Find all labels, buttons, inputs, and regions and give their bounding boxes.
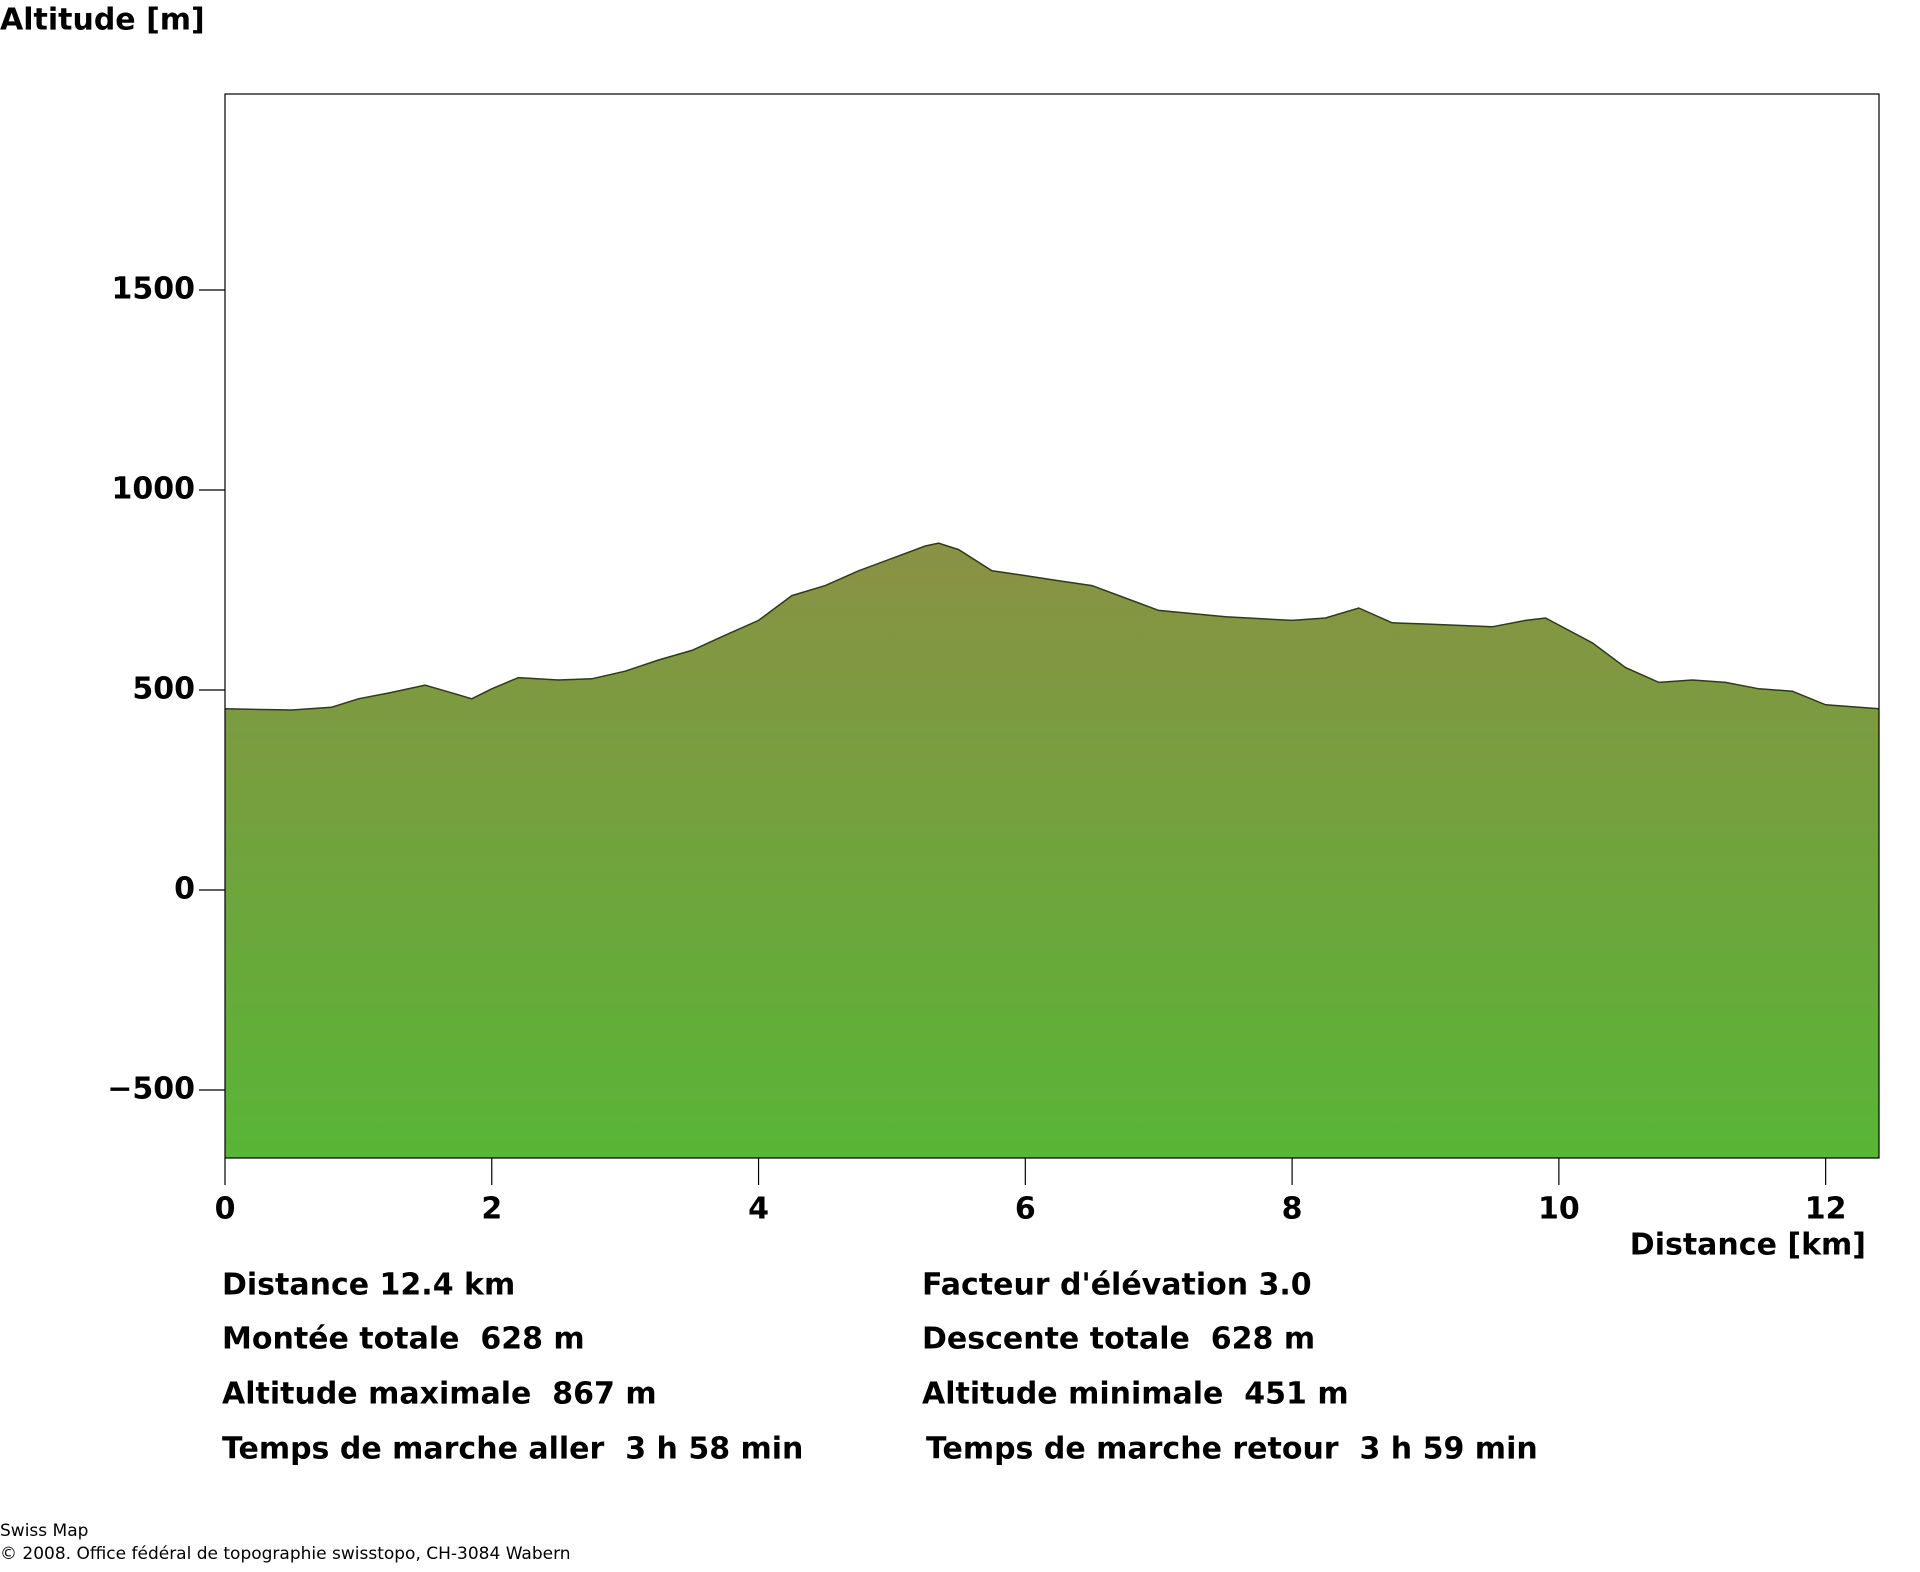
- x-tick-label: 8: [1282, 1192, 1303, 1227]
- y-axis-label: Altitude [m]: [0, 3, 205, 38]
- x-tick-label: 10: [1538, 1192, 1580, 1227]
- footer: © 2008. Office fédéral de topographie sw…: [0, 1544, 571, 1564]
- x-axis-label: Distance [km]: [1630, 1228, 1866, 1263]
- profile-line: [224, 542, 1880, 711]
- x-tick-label: 12: [1805, 1192, 1847, 1227]
- footer: Swiss Map: [0, 1521, 88, 1541]
- stat: Descente totale 628 m: [922, 1322, 1315, 1357]
- y-tick-label: −500: [107, 1072, 195, 1107]
- x-tick-label: 2: [481, 1192, 502, 1227]
- plot-frame: [224, 93, 1880, 1159]
- stat: Altitude maximale 867 m: [222, 1377, 657, 1412]
- stat: Temps de marche aller 3 h 58 min: [222, 1432, 803, 1467]
- stat: Distance 12.4 km: [222, 1268, 515, 1303]
- stat: Temps de marche retour 3 h 59 min: [926, 1432, 1538, 1467]
- y-tick-label: 0: [174, 872, 195, 907]
- y-tick-label: 1500: [112, 272, 196, 307]
- stat: Facteur d'élévation 3.0: [922, 1268, 1312, 1303]
- area: [225, 543, 1879, 1158]
- stat: Montée totale 628 m: [222, 1322, 585, 1357]
- x-tick-label: 4: [748, 1192, 769, 1227]
- y-tick-label: 500: [132, 672, 195, 707]
- x-tick-label: 0: [215, 1192, 236, 1227]
- x-tick-label: 6: [1015, 1192, 1036, 1227]
- stat: Altitude minimale 451 m: [922, 1377, 1349, 1412]
- y-tick-label: 1000: [112, 472, 196, 507]
